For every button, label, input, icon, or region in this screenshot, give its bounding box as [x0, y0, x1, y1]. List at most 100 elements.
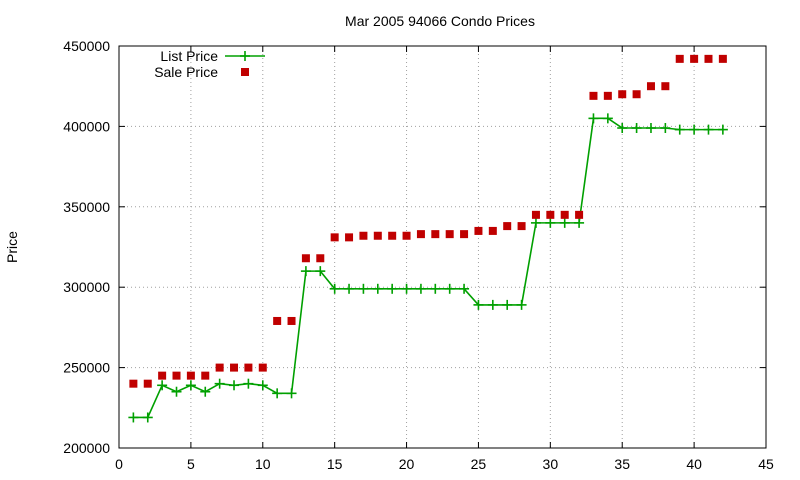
sale-price-point [359, 231, 368, 240]
list-price-line [133, 117, 723, 419]
list-price-point [473, 299, 484, 310]
sale-price-point [143, 379, 152, 388]
sale-price-point [575, 210, 584, 219]
list-price-point [545, 217, 556, 228]
sale-price-point [215, 363, 224, 372]
list-price-point [387, 283, 398, 294]
x-tick-label: 10 [255, 456, 271, 472]
list-price-point [257, 380, 268, 391]
list-price-point [689, 124, 700, 135]
legend-label: List Price [160, 48, 218, 64]
x-tick-label: 40 [686, 456, 702, 472]
sale-price-point [474, 226, 483, 235]
y-tick-label: 450000 [63, 38, 110, 54]
list-price-point [530, 217, 541, 228]
list-price-point [516, 299, 527, 310]
list-price-point [157, 380, 168, 391]
sale-price-point [416, 230, 425, 239]
sale-price-point [316, 254, 325, 263]
y-tick-label: 350000 [63, 199, 110, 215]
sale-price-point [690, 54, 699, 63]
x-tick-label: 5 [187, 456, 195, 472]
ticks: 0 5 10 15 20 25 30 35 40 45 200000 250000 300000 3500… [63, 38, 774, 472]
list-price-point [703, 124, 714, 135]
sale-price-point [287, 316, 296, 325]
sale-price-point [431, 230, 440, 239]
legend-plus-swatch [240, 51, 250, 61]
sale-price-point [158, 371, 167, 380]
list-price-point [631, 123, 642, 134]
list-price-point [372, 283, 383, 294]
list-price-point [214, 378, 225, 389]
x-tick-label: 0 [115, 456, 123, 472]
list-price-point [559, 217, 570, 228]
sale-price-point [258, 363, 267, 372]
y-tick-label: 250000 [63, 360, 110, 376]
sale-price-point [517, 222, 526, 231]
list-price-point [645, 123, 656, 134]
x-tick-label: 15 [327, 456, 343, 472]
sale-price-point [301, 254, 310, 263]
sale-price-point [445, 230, 454, 239]
list-price-point [128, 412, 139, 423]
list-price-point [329, 283, 340, 294]
sale-price-point [531, 210, 540, 219]
list-price-point [588, 113, 599, 124]
sale-price-point [345, 233, 354, 242]
list-price-point [487, 299, 498, 310]
sale-price-point [129, 379, 138, 388]
sale-price-point [172, 371, 181, 380]
list-price-point [502, 299, 513, 310]
legend-item-1: List Price [160, 48, 265, 64]
sale-price-point [460, 230, 469, 239]
chart-title: Mar 2005 94066 Condo Prices [345, 13, 535, 29]
y-tick-label: 300000 [63, 279, 110, 295]
list-price-point [459, 283, 470, 294]
x-tick-label: 25 [471, 456, 487, 472]
x-tick-label: 35 [614, 456, 630, 472]
list-price-point [171, 386, 182, 397]
x-tick-label: 20 [399, 456, 415, 472]
sale-price-point [330, 233, 339, 242]
list-price-point [272, 388, 283, 399]
list-price-point [315, 266, 326, 277]
list-price-point [660, 123, 671, 134]
sale-price-point [244, 363, 253, 372]
sale-price-point [661, 82, 670, 91]
series-2 [129, 54, 727, 388]
grid [119, 46, 766, 448]
list-price-point [674, 124, 685, 135]
list-price-point [142, 412, 153, 423]
list-price-point [229, 380, 240, 391]
legend-square-swatch [241, 68, 249, 76]
y-tick-label: 200000 [63, 440, 110, 456]
sale-price-point [618, 90, 627, 99]
sale-price-point [704, 54, 713, 63]
sale-price-point [560, 210, 569, 219]
list-price-point [286, 388, 297, 399]
list-price-point [358, 283, 369, 294]
sale-price-point [632, 90, 641, 99]
list-price-point [415, 283, 426, 294]
sale-price-point [402, 231, 411, 240]
series-1 [128, 113, 728, 423]
list-price-point [444, 283, 455, 294]
list-price-point [430, 283, 441, 294]
sale-price-point [186, 371, 195, 380]
sale-price-point [646, 82, 655, 91]
list-price-point [602, 113, 613, 124]
sale-price-point [373, 231, 382, 240]
sale-price-point [603, 91, 612, 100]
sale-price-point [589, 91, 598, 100]
sale-price-point [273, 316, 282, 325]
plot-frame [118, 45, 767, 449]
list-price-point [185, 380, 196, 391]
legend-item-2: Sale Price [154, 64, 249, 80]
y-tick-label: 400000 [63, 118, 110, 134]
x-tick-label: 30 [543, 456, 559, 472]
x-tick-label: 45 [758, 456, 774, 472]
sale-price-point [230, 363, 239, 372]
sale-price-point [488, 226, 497, 235]
